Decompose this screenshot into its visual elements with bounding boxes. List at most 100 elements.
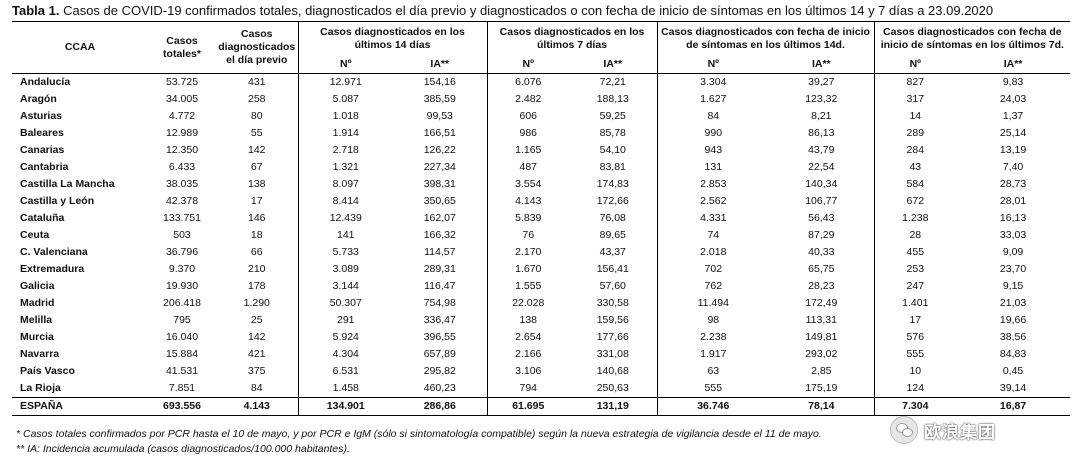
cell-ia14: 116,47 xyxy=(393,278,488,295)
cell-n7: 3.554 xyxy=(515,178,542,190)
cell-ia14: 162,07 xyxy=(393,210,488,227)
cell-ns7: 10 xyxy=(909,365,922,377)
cell-previo: 66 xyxy=(216,244,299,261)
cell-ccaa: Murcia xyxy=(20,331,54,343)
cell-ns7: 17 xyxy=(909,314,922,326)
cell-ccaa: Cataluña xyxy=(20,212,65,224)
cell-previo: 67 xyxy=(216,159,299,176)
cell-n7: 794 xyxy=(519,382,538,394)
table-row: Castilla y León 42.378 17 8.414 350,65 4.143 1… xyxy=(12,193,1070,210)
cell-ia7: 43,37 xyxy=(569,244,658,261)
cell-ia7: 177,66 xyxy=(569,329,658,346)
cell-ia14: 336,47 xyxy=(393,312,488,329)
cell-ias7: 38,56 xyxy=(999,331,1027,343)
cell-ia7: 83,81 xyxy=(569,159,658,176)
cell-total: 19.930 xyxy=(165,280,199,292)
cell-ia7: 174,83 xyxy=(569,176,658,193)
cell-previo: 258 xyxy=(216,91,299,108)
cell-ns14: 2.853 xyxy=(700,178,727,190)
cell-n7: 6.076 xyxy=(515,76,542,88)
caption-text: Casos de COVID-19 confirmados totales, d… xyxy=(63,3,994,18)
table-row: Canarias 12.350 142 2.718 126,22 1.165 54,10 94… xyxy=(12,142,1070,159)
cell-previo: 142 xyxy=(216,329,299,346)
cell-ias14: 149,81 xyxy=(769,329,875,346)
header-n14: Nº xyxy=(340,58,352,70)
cell-ias14: 87,29 xyxy=(769,227,875,244)
table-row: Navarra 15.884 421 4.304 657,89 2.166 331,08 1.… xyxy=(12,346,1070,363)
cell-n7: 3.106 xyxy=(515,365,542,377)
cell-ias14: 28,23 xyxy=(769,278,875,295)
cell-ia7: 57,60 xyxy=(569,278,658,295)
table-row: Ceuta 503 18 141 166,32 76 89,65 74 87,29 28 33,03 xyxy=(12,227,1070,244)
cell-previo: 210 xyxy=(216,261,299,278)
cell-ias14: 140,34 xyxy=(769,176,875,193)
cell-ias7: 13,19 xyxy=(999,144,1027,156)
cell-ia14: 289,31 xyxy=(393,261,488,278)
cell-n7: 138 xyxy=(519,314,538,326)
cell-n14: 8.097 xyxy=(332,178,359,190)
cell-n14: 5.924 xyxy=(332,331,359,343)
cell-n7: 22.028 xyxy=(512,297,545,309)
cell-ia7: 59,25 xyxy=(569,108,658,125)
cell-n7: 606 xyxy=(519,110,538,122)
table-row: Madrid 206.418 1.290 50.307 754,98 22.028 330,… xyxy=(12,295,1070,312)
cell-ccaa: Galicia xyxy=(20,280,55,292)
cell-n7: 5.839 xyxy=(515,212,542,224)
header-sint-14: Casos diagnosticados con fecha de inicio… xyxy=(657,21,875,56)
cell-ias14: 39,27 xyxy=(769,73,875,91)
cell-ia14: 396,55 xyxy=(393,329,488,346)
cell-ias14: 293,02 xyxy=(769,346,875,363)
cell-n14: 6.531 xyxy=(332,365,359,377)
cell-ns7: 284 xyxy=(906,144,925,156)
cell-ias14: 172,49 xyxy=(769,295,875,312)
cell-ias7: 25,14 xyxy=(999,127,1027,139)
table-row: Cataluña 133.751 146 12.439 162,07 5.839 76,08… xyxy=(12,210,1070,227)
cell-ias14: 113,31 xyxy=(769,312,875,329)
cell-previo: 84 xyxy=(216,380,299,398)
cell-ias7: 7,40 xyxy=(1002,161,1024,173)
cell-previo: 55 xyxy=(216,125,299,142)
cell-ias7: 24,03 xyxy=(999,93,1027,105)
cell-ns14: 555 xyxy=(704,382,723,394)
cell-ias7: 84,83 xyxy=(999,348,1027,360)
cell-ns7: 1.238 xyxy=(902,212,929,224)
cell-total: 206.418 xyxy=(163,297,201,309)
cell-n14: 2.718 xyxy=(332,144,359,156)
header-ias14: IA** xyxy=(769,56,875,73)
cell-total: 53.725 xyxy=(165,76,199,88)
note-1: * Casos totales confirmados por PCR hast… xyxy=(16,428,822,440)
cell-ias14: 43,79 xyxy=(769,142,875,159)
cell-ccaa: Cantabria xyxy=(20,161,69,173)
table-row: País Vasco 41.531 375 6.531 295,82 3.106 140,6… xyxy=(12,363,1070,380)
cell-ia14: 114,57 xyxy=(393,244,488,261)
cell-ns14: 702 xyxy=(704,263,723,275)
watermark: 欧浪集团 xyxy=(890,414,1068,446)
cell-previo: 18 xyxy=(216,227,299,244)
table-row: Castilla La Mancha 38.035 138 8.097 398,31 3.… xyxy=(12,176,1070,193)
cell-ns7: 247 xyxy=(906,280,925,292)
cell-n14: 1.321 xyxy=(332,161,359,173)
header-ccaa: CCAA xyxy=(12,21,148,73)
cell-ns14: 762 xyxy=(704,280,723,292)
cell-ns14: 1.627 xyxy=(700,93,727,105)
cell-ia14: 460,23 xyxy=(393,380,488,398)
cell-ia14: 154,16 xyxy=(393,73,488,91)
cell-ns7: 555 xyxy=(906,348,925,360)
cell-previo: 431 xyxy=(216,73,299,91)
cell-previo: 25 xyxy=(216,312,299,329)
cell-previo: 146 xyxy=(216,210,299,227)
cell-total: 34.005 xyxy=(165,93,199,105)
cell-ias7: 16,87 xyxy=(956,397,1071,416)
cell-total: 9.370 xyxy=(168,263,196,275)
cell-n14: 1.018 xyxy=(332,110,359,122)
cell-ia7: 188,13 xyxy=(569,91,658,108)
cell-ns7: 827 xyxy=(906,76,925,88)
cell-ia14: 99,53 xyxy=(393,108,488,125)
cell-ns7: 124 xyxy=(906,382,925,394)
cell-previo: 17 xyxy=(216,193,299,210)
cell-ias14: 175,19 xyxy=(769,380,875,398)
cell-previo: 142 xyxy=(216,142,299,159)
cell-ias7: 33,03 xyxy=(999,229,1027,241)
cell-ns14: 943 xyxy=(704,144,723,156)
cell-total: 41.531 xyxy=(165,365,199,377)
